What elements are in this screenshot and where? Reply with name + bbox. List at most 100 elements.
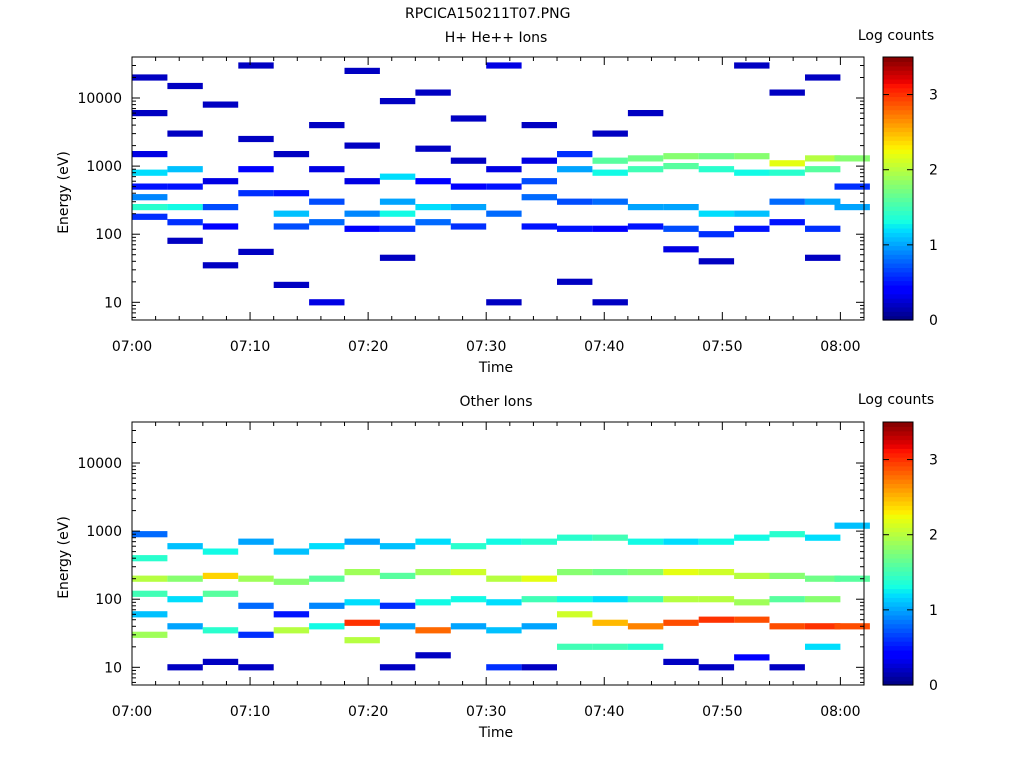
- colorbar-segment: [883, 483, 913, 489]
- heatmap-cell: [379, 623, 416, 630]
- colorbar-tick-label: 2: [929, 163, 938, 179]
- x-tick-label: 08:00: [820, 704, 860, 720]
- colorbar-frame: [882, 56, 914, 321]
- colorbar-segment: [883, 649, 913, 655]
- heatmap-cell: [592, 225, 628, 232]
- heatmap-cell: [486, 183, 522, 190]
- colorbar-segment: [883, 206, 913, 212]
- colorbar-segment: [883, 236, 913, 242]
- plot-frame: [131, 421, 865, 686]
- heatmap-cell: [202, 178, 239, 185]
- heatmap-cell: [132, 575, 168, 582]
- colorbar-segment: [883, 280, 913, 286]
- colorbar-segment: [883, 500, 913, 506]
- y-tick-label: 10000: [77, 456, 122, 472]
- colorbar-segment: [883, 658, 913, 664]
- heatmap-cell: [167, 543, 203, 550]
- heatmap-cell: [557, 166, 593, 173]
- colorbar-segment: [883, 219, 913, 225]
- heatmap-cell: [663, 538, 699, 545]
- colorbar-segment: [883, 430, 913, 436]
- heatmap-cell: [592, 596, 628, 603]
- heatmap-cell: [698, 596, 735, 603]
- heatmap-cell: [834, 155, 870, 162]
- heatmap-cell: [450, 543, 487, 550]
- heatmap-cell: [698, 153, 735, 160]
- heatmap-cell: [450, 115, 487, 122]
- heatmap-cell: [592, 569, 628, 576]
- heatmap-cell: [663, 658, 699, 665]
- heatmap-cell: [627, 166, 664, 173]
- heatmap-cell: [132, 194, 168, 201]
- heatmap-cell: [486, 62, 522, 69]
- x-tick-label: 07:00: [112, 704, 152, 720]
- heatmap-cell: [415, 569, 451, 576]
- colorbar-segment: [883, 544, 913, 550]
- heatmap-cell: [379, 543, 416, 550]
- colorbar-segment: [883, 306, 913, 312]
- colorbar-segment: [883, 553, 913, 559]
- colorbar-segment: [883, 254, 913, 260]
- colorbar-segment: [883, 61, 913, 67]
- heatmap-cell: [344, 67, 380, 74]
- colorbar-segment: [883, 601, 913, 607]
- heatmap-cell: [379, 98, 416, 105]
- colorbar-tick-label: 3: [929, 453, 938, 469]
- heatmap-cell: [238, 538, 274, 545]
- heatmap-cell: [627, 596, 664, 603]
- heatmap-cell: [486, 166, 522, 173]
- colorbar-segment: [883, 166, 913, 172]
- colorbar-segment: [883, 223, 913, 229]
- colorbar: 0 1 2 3 Log counts: [858, 392, 938, 694]
- heatmap-cell: [309, 166, 345, 173]
- x-tick-label: 07:50: [702, 704, 742, 720]
- heatmap-cell: [202, 262, 239, 269]
- colorbar-segment: [883, 641, 913, 647]
- heatmap-cell: [557, 643, 593, 650]
- colorbar-segment: [883, 680, 913, 686]
- colorbar-segment: [883, 284, 913, 290]
- heatmap-cell: [344, 178, 380, 185]
- heatmap-cell: [698, 258, 735, 265]
- heatmap-cell: [379, 572, 416, 579]
- heatmap-cell: [379, 173, 416, 180]
- colorbar-segment: [883, 584, 913, 590]
- heatmap-cell: [805, 74, 841, 81]
- heatmap-cell: [309, 122, 345, 129]
- colorbar-segment: [883, 127, 913, 133]
- colorbar-segment: [883, 562, 913, 568]
- y-tick-label: 1000: [86, 524, 122, 540]
- colorbar-segment: [883, 592, 913, 598]
- heatmap-cell: [344, 538, 380, 545]
- heatmap-cell: [486, 538, 522, 545]
- heatmap-cell: [769, 198, 805, 205]
- heatmap-cell: [450, 157, 487, 164]
- heatmap-cell: [273, 611, 310, 618]
- y-tick-label: 10: [104, 660, 122, 676]
- heatmap-cell: [521, 223, 557, 230]
- heatmap-cell: [734, 599, 770, 606]
- heatmap-cell: [521, 623, 557, 630]
- heatmap-cell: [344, 599, 380, 606]
- x-axis-label: Time: [478, 725, 513, 741]
- heatmap-cell: [663, 246, 699, 253]
- heatmap-cell: [734, 654, 770, 661]
- heatmap-cell: [273, 578, 310, 585]
- heatmap-cell: [132, 555, 168, 562]
- heatmap-cell: [415, 204, 451, 211]
- colorbar-segment: [883, 448, 913, 454]
- heatmap-cell: [698, 166, 735, 173]
- heatmap-cell: [734, 169, 770, 176]
- heatmap-cell: [167, 183, 203, 190]
- colorbar-segment: [883, 422, 913, 427]
- heatmap-cell: [734, 572, 770, 579]
- heatmap-cell: [521, 538, 557, 545]
- heatmap-cell: [344, 637, 380, 644]
- heatmap-cell: [557, 225, 593, 232]
- colorbar-segment: [883, 153, 913, 159]
- heatmap-cell: [415, 652, 451, 659]
- heatmap-cell: [132, 590, 168, 597]
- colorbar-segment: [883, 566, 913, 572]
- heatmap-cell: [592, 299, 628, 306]
- heatmap-cell: [627, 155, 664, 162]
